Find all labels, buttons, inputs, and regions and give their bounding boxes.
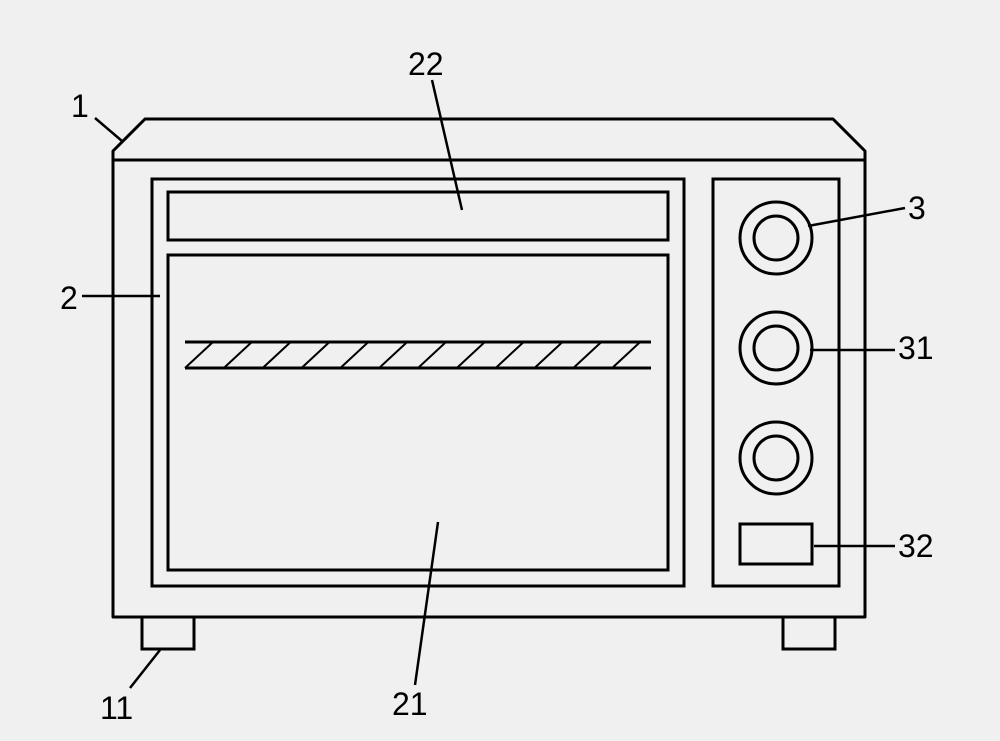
leader-line-21 bbox=[415, 522, 438, 685]
rack-slat bbox=[379, 342, 407, 368]
rack-slat bbox=[418, 342, 446, 368]
knob-inner-3 bbox=[754, 436, 798, 480]
knob-outer-2 bbox=[740, 312, 812, 384]
callout-label-11: 11 bbox=[100, 690, 133, 727]
callout-label-2: 2 bbox=[60, 280, 78, 317]
rack-slat bbox=[573, 342, 601, 368]
callout-label-1: 1 bbox=[71, 88, 89, 125]
knob-outer-1 bbox=[740, 202, 812, 274]
callout-label-3: 3 bbox=[908, 190, 926, 227]
rack-slat bbox=[496, 342, 524, 368]
foot-right bbox=[783, 617, 835, 649]
foot-left bbox=[142, 617, 194, 649]
knob-outer-3 bbox=[740, 422, 812, 494]
callout-label-22: 22 bbox=[408, 46, 444, 83]
rack-slat bbox=[612, 342, 640, 368]
rack-slat bbox=[340, 342, 368, 368]
rack-slat bbox=[535, 342, 563, 368]
knob-inner-1 bbox=[754, 216, 798, 260]
rack-slat bbox=[302, 342, 330, 368]
panel-display bbox=[740, 524, 812, 564]
rack-slat bbox=[457, 342, 485, 368]
rack-slat bbox=[224, 342, 252, 368]
callout-label-21: 21 bbox=[392, 686, 428, 723]
door-handle bbox=[168, 192, 668, 240]
oven-diagram bbox=[0, 0, 1000, 741]
callout-label-31: 31 bbox=[898, 330, 934, 367]
leader-line-11 bbox=[130, 650, 160, 688]
diagram-svg bbox=[0, 0, 1000, 741]
leader-line-1 bbox=[95, 118, 122, 141]
rack-slat bbox=[263, 342, 291, 368]
knob-inner-2 bbox=[754, 326, 798, 370]
leader-line-3 bbox=[808, 208, 905, 226]
door-glass bbox=[168, 255, 668, 570]
callout-label-32: 32 bbox=[898, 528, 934, 565]
rack-slat bbox=[185, 342, 213, 368]
